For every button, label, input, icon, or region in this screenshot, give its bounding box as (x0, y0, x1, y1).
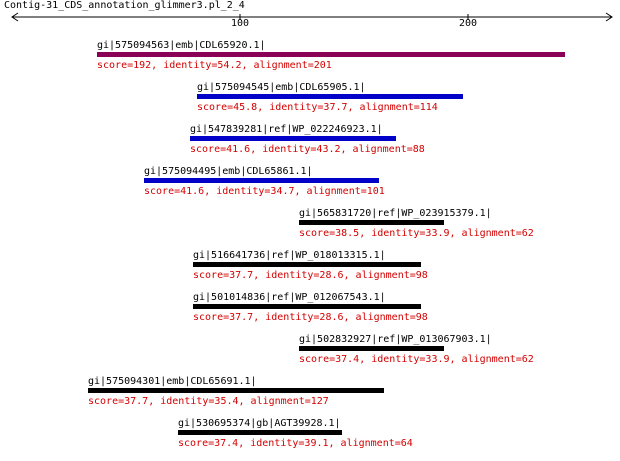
hit-stats: score=37.7, identity=28.6, alignment=98 (193, 312, 428, 323)
hit-bar[interactable] (193, 262, 421, 267)
hit-bar[interactable] (190, 136, 396, 141)
hit-stats: score=45.8, identity=37.7, alignment=114 (197, 102, 438, 113)
coordinate-axis (11, 12, 613, 22)
hit-link[interactable]: gi|530695374|gb|AGT39928.1| (178, 418, 341, 429)
hit-bar[interactable] (197, 94, 463, 99)
hit-bar[interactable] (144, 178, 379, 183)
hit-bar[interactable] (97, 52, 565, 57)
hit-stats: score=37.4, identity=33.9, alignment=62 (299, 354, 534, 365)
page-title: Contig-31_CDS_annotation_glimmer3.pl_2_4 (4, 0, 245, 11)
hit-stats: score=37.4, identity=39.1, alignment=64 (178, 438, 413, 449)
hit-label[interactable]: gi|530695374|gb|AGT39928.1| (178, 418, 341, 430)
axis-tick-label-200: 200 (458, 18, 478, 29)
hit-link[interactable]: gi|502832927|ref|WP_013067903.1| (299, 334, 492, 345)
axis-right-arrow (605, 12, 613, 22)
hit-label[interactable]: gi|575094563|emb|CDL65920.1| (97, 40, 266, 52)
hit-bar[interactable] (299, 346, 444, 351)
hit-link[interactable]: gi|575094301|emb|CDL65691.1| (88, 376, 257, 387)
hit-stats: score=37.7, identity=28.6, alignment=98 (193, 270, 428, 281)
hit-label[interactable]: gi|575094495|emb|CDL65861.1| (144, 166, 313, 178)
hit-bar[interactable] (299, 220, 444, 225)
hit-link[interactable]: gi|501014836|ref|WP_012067543.1| (193, 292, 386, 303)
hit-label[interactable]: gi|575094301|emb|CDL65691.1| (88, 376, 257, 388)
hit-label[interactable]: gi|565831720|ref|WP_023915379.1| (299, 208, 492, 220)
hit-link[interactable]: gi|565831720|ref|WP_023915379.1| (299, 208, 492, 219)
hit-stats: score=192, identity=54.2, alignment=201 (97, 60, 332, 71)
hit-label[interactable]: gi|501014836|ref|WP_012067543.1| (193, 292, 386, 304)
hit-label[interactable]: gi|516641736|ref|WP_018013315.1| (193, 250, 386, 262)
hit-stats: score=41.6, identity=43.2, alignment=88 (190, 144, 425, 155)
hit-label[interactable]: gi|547839281|ref|WP_022246923.1| (190, 124, 383, 136)
hit-link[interactable]: gi|575094495|emb|CDL65861.1| (144, 166, 313, 177)
hit-stats: score=41.6, identity=34.7, alignment=101 (144, 186, 385, 197)
hit-label[interactable]: gi|502832927|ref|WP_013067903.1| (299, 334, 492, 346)
hit-link[interactable]: gi|547839281|ref|WP_022246923.1| (190, 124, 383, 135)
axis-tick-label-100: 100 (230, 18, 250, 29)
hit-link[interactable]: gi|575094545|emb|CDL65905.1| (197, 82, 366, 93)
hit-stats: score=38.5, identity=33.9, alignment=62 (299, 228, 534, 239)
hit-link[interactable]: gi|575094563|emb|CDL65920.1| (97, 40, 266, 51)
hit-bar[interactable] (88, 388, 384, 393)
axis-left-arrow (11, 12, 19, 22)
hit-label[interactable]: gi|575094545|emb|CDL65905.1| (197, 82, 366, 94)
hit-bar[interactable] (178, 430, 342, 435)
hit-link[interactable]: gi|516641736|ref|WP_018013315.1| (193, 250, 386, 261)
hit-bar[interactable] (193, 304, 421, 309)
hit-stats: score=37.7, identity=35.4, alignment=127 (88, 396, 329, 407)
